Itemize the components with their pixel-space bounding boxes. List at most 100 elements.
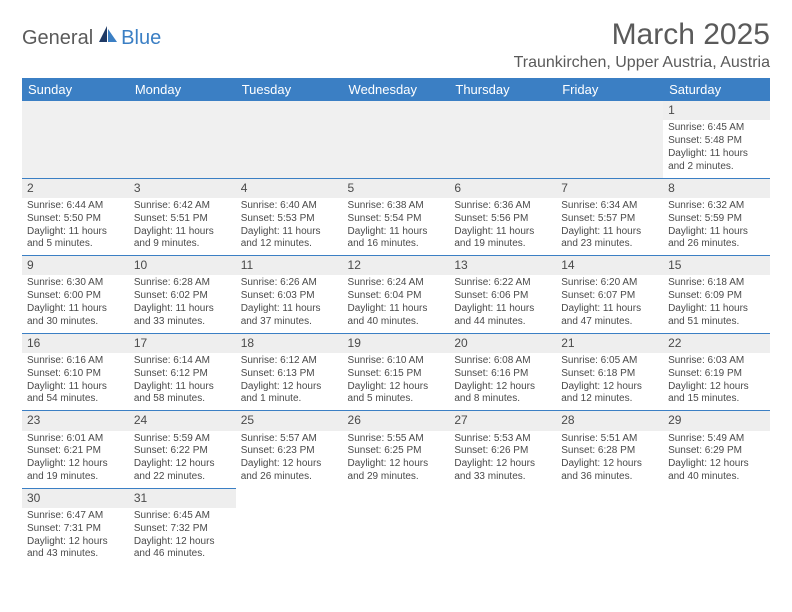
calendar-day-cell: 7 Sunrise: 6:34 AMSunset: 5:57 PMDaylight… xyxy=(556,178,663,256)
calendar-day-cell: 27 Sunrise: 5:53 AMSunset: 6:26 PMDayligh… xyxy=(449,411,556,489)
day-number: 4 xyxy=(236,179,343,198)
weekday-header: Thursday xyxy=(449,78,556,101)
day-number: 15 xyxy=(663,256,770,275)
calendar-day-cell xyxy=(663,488,770,565)
calendar-day-cell: 17 Sunrise: 6:14 AMSunset: 6:12 PMDayligh… xyxy=(129,333,236,411)
day-info: Sunrise: 6:03 AMSunset: 6:19 PMDaylight:… xyxy=(668,355,765,406)
page-header: General Blue March 2025 Traunkirchen, Up… xyxy=(22,18,770,72)
logo-sail-icon xyxy=(97,24,119,44)
day-number: 7 xyxy=(556,179,663,198)
weekday-header: Friday xyxy=(556,78,663,101)
day-number: 20 xyxy=(449,334,556,353)
weekday-header: Saturday xyxy=(663,78,770,101)
calendar-day-cell: 5 Sunrise: 6:38 AMSunset: 5:54 PMDaylight… xyxy=(343,178,450,256)
day-info: Sunrise: 6:47 AMSunset: 7:31 PMDaylight:… xyxy=(27,510,124,561)
calendar-day-cell xyxy=(236,488,343,565)
day-number: 14 xyxy=(556,256,663,275)
day-number: 18 xyxy=(236,334,343,353)
day-info: Sunrise: 5:53 AMSunset: 6:26 PMDaylight:… xyxy=(454,433,551,484)
calendar-day-cell xyxy=(236,101,343,178)
day-number: 26 xyxy=(343,411,450,430)
day-number: 29 xyxy=(663,411,770,430)
day-number: 10 xyxy=(129,256,236,275)
month-title: March 2025 xyxy=(514,18,770,52)
calendar-day-cell: 18Sunrise: 6:12 AMSunset: 6:13 PMDayligh… xyxy=(236,333,343,411)
calendar-day-cell: 4 Sunrise: 6:40 AMSunset: 5:53 PMDaylight… xyxy=(236,178,343,256)
calendar-day-cell: 26 Sunrise: 5:55 AMSunset: 6:25 PMDayligh… xyxy=(343,411,450,489)
calendar-day-cell: 14Sunrise: 6:20 AMSunset: 6:07 PMDayligh… xyxy=(556,256,663,334)
weekday-header: Tuesday xyxy=(236,78,343,101)
calendar-day-cell: 1 Sunrise: 6:45 AMSunset: 5:48 PMDaylight… xyxy=(663,101,770,178)
calendar-day-cell: 19Sunrise: 6:10 AMSunset: 6:15 PMDayligh… xyxy=(343,333,450,411)
day-info: Sunrise: 6:22 AMSunset: 6:06 PMDaylight:… xyxy=(454,277,551,328)
day-info: Sunrise: 6:34 AMSunset: 5:57 PMDaylight:… xyxy=(561,200,658,251)
calendar-day-cell xyxy=(556,101,663,178)
calendar-day-cell xyxy=(129,101,236,178)
calendar-day-cell: 21Sunrise: 6:05 AMSunset: 6:18 PMDayligh… xyxy=(556,333,663,411)
day-info: Sunrise: 6:45 AMSunset: 5:48 PMDaylight:… xyxy=(668,122,765,173)
day-info: Sunrise: 5:51 AMSunset: 6:28 PMDaylight:… xyxy=(561,433,658,484)
day-info: Sunrise: 6:40 AMSunset: 5:53 PMDaylight:… xyxy=(241,200,338,251)
day-info: Sunrise: 6:30 AMSunset: 6:00 PMDaylight:… xyxy=(27,277,124,328)
header-right: March 2025 Traunkirchen, Upper Austria, … xyxy=(514,18,770,72)
calendar-day-cell: 3Sunrise: 6:42 AMSunset: 5:51 PMDaylight… xyxy=(129,178,236,256)
day-number: 2 xyxy=(22,179,129,198)
logo-text-blue: Blue xyxy=(121,27,161,50)
day-info: Sunrise: 6:38 AMSunset: 5:54 PMDaylight:… xyxy=(348,200,445,251)
calendar-day-cell xyxy=(556,488,663,565)
day-number: 11 xyxy=(236,256,343,275)
day-info: Sunrise: 6:42 AMSunset: 5:51 PMDaylight:… xyxy=(134,200,231,251)
calendar-day-cell xyxy=(449,488,556,565)
weekday-header: Monday xyxy=(129,78,236,101)
day-number: 8 xyxy=(663,179,770,198)
day-info: Sunrise: 6:24 AMSunset: 6:04 PMDaylight:… xyxy=(348,277,445,328)
weekday-header: Sunday xyxy=(22,78,129,101)
calendar-day-cell: 10 Sunrise: 6:28 AMSunset: 6:02 PMDayligh… xyxy=(129,256,236,334)
calendar-week-row: 9Sunrise: 6:30 AMSunset: 6:00 PMDaylight… xyxy=(22,256,770,334)
day-number: 27 xyxy=(449,411,556,430)
logo: General Blue xyxy=(22,24,161,52)
day-info: Sunrise: 6:32 AMSunset: 5:59 PMDaylight:… xyxy=(668,200,765,251)
calendar-day-cell: 20 Sunrise: 6:08 AMSunset: 6:16 PMDayligh… xyxy=(449,333,556,411)
day-number: 5 xyxy=(343,179,450,198)
day-number: 6 xyxy=(449,179,556,198)
day-number: 12 xyxy=(343,256,450,275)
weekday-header-row: SundayMondayTuesdayWednesdayThursdayFrid… xyxy=(22,78,770,101)
calendar-day-cell: 24Sunrise: 5:59 AMSunset: 6:22 PMDayligh… xyxy=(129,411,236,489)
calendar-day-cell: 28 Sunrise: 5:51 AMSunset: 6:28 PMDayligh… xyxy=(556,411,663,489)
calendar-week-row: 1 Sunrise: 6:45 AMSunset: 5:48 PMDaylight… xyxy=(22,101,770,178)
day-number: 13 xyxy=(449,256,556,275)
calendar-day-cell: 22Sunrise: 6:03 AMSunset: 6:19 PMDayligh… xyxy=(663,333,770,411)
day-number: 23 xyxy=(22,411,129,430)
day-number: 28 xyxy=(556,411,663,430)
calendar-day-cell: 25Sunrise: 5:57 AMSunset: 6:23 PMDayligh… xyxy=(236,411,343,489)
calendar-week-row: 23 Sunrise: 6:01 AMSunset: 6:21 PMDayligh… xyxy=(22,411,770,489)
calendar-day-cell: 23 Sunrise: 6:01 AMSunset: 6:21 PMDayligh… xyxy=(22,411,129,489)
day-number: 1 xyxy=(663,101,770,120)
day-info: Sunrise: 6:26 AMSunset: 6:03 PMDaylight:… xyxy=(241,277,338,328)
calendar-day-cell: 11 Sunrise: 6:26 AMSunset: 6:03 PMDayligh… xyxy=(236,256,343,334)
calendar-body: 1 Sunrise: 6:45 AMSunset: 5:48 PMDaylight… xyxy=(22,101,770,565)
calendar-week-row: 2Sunrise: 6:44 AMSunset: 5:50 PMDaylight… xyxy=(22,178,770,256)
day-number: 25 xyxy=(236,411,343,430)
calendar-day-cell: 16Sunrise: 6:16 AMSunset: 6:10 PMDayligh… xyxy=(22,333,129,411)
calendar-day-cell: 6Sunrise: 6:36 AMSunset: 5:56 PMDaylight… xyxy=(449,178,556,256)
calendar-day-cell: 13 Sunrise: 6:22 AMSunset: 6:06 PMDayligh… xyxy=(449,256,556,334)
calendar-day-cell xyxy=(343,488,450,565)
day-info: Sunrise: 6:14 AMSunset: 6:12 PMDaylight:… xyxy=(134,355,231,406)
day-number: 17 xyxy=(129,334,236,353)
day-info: Sunrise: 6:01 AMSunset: 6:21 PMDaylight:… xyxy=(27,433,124,484)
calendar-week-row: 30 Sunrise: 6:47 AMSunset: 7:31 PMDayligh… xyxy=(22,488,770,565)
day-info: Sunrise: 6:08 AMSunset: 6:16 PMDaylight:… xyxy=(454,355,551,406)
day-number: 30 xyxy=(22,489,129,508)
calendar-table: SundayMondayTuesdayWednesdayThursdayFrid… xyxy=(22,78,770,565)
day-info: Sunrise: 5:49 AMSunset: 6:29 PMDaylight:… xyxy=(668,433,765,484)
day-info: Sunrise: 5:55 AMSunset: 6:25 PMDaylight:… xyxy=(348,433,445,484)
day-info: Sunrise: 6:28 AMSunset: 6:02 PMDaylight:… xyxy=(134,277,231,328)
day-number: 16 xyxy=(22,334,129,353)
day-info: Sunrise: 6:05 AMSunset: 6:18 PMDaylight:… xyxy=(561,355,658,406)
day-info: Sunrise: 6:10 AMSunset: 6:15 PMDaylight:… xyxy=(348,355,445,406)
calendar-day-cell: 15 Sunrise: 6:18 AMSunset: 6:09 PMDayligh… xyxy=(663,256,770,334)
calendar-week-row: 16Sunrise: 6:16 AMSunset: 6:10 PMDayligh… xyxy=(22,333,770,411)
day-info: Sunrise: 6:18 AMSunset: 6:09 PMDaylight:… xyxy=(668,277,765,328)
